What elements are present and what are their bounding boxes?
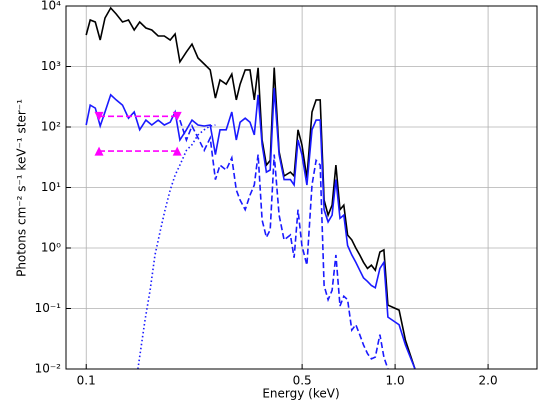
series-line bbox=[179, 119, 389, 370]
marker bbox=[94, 146, 104, 156]
y-tick-label: 10⁻¹ bbox=[35, 301, 62, 315]
marker bbox=[172, 111, 182, 121]
y-tick-label: 10⁰ bbox=[41, 241, 61, 255]
x-tick-label: 2.0 bbox=[479, 374, 498, 388]
y-tick-label: 10³ bbox=[41, 59, 61, 73]
x-axis-label: Energy (keV) bbox=[262, 387, 339, 401]
y-tick-label: 10² bbox=[41, 120, 61, 134]
y-tick-label: 10⁴ bbox=[41, 0, 61, 13]
y-tick-label: 10⁻² bbox=[35, 362, 62, 376]
marker bbox=[94, 111, 104, 121]
series-line bbox=[85, 88, 416, 370]
series-line bbox=[137, 124, 216, 370]
x-tick-label: 0.5 bbox=[293, 374, 312, 388]
x-tick-label: 0.1 bbox=[77, 374, 96, 388]
marker bbox=[172, 146, 182, 156]
y-tick-label: 10¹ bbox=[41, 180, 61, 194]
plot-frame bbox=[65, 5, 538, 370]
y-axis-label: Photons cm⁻² s⁻¹ keV⁻¹ ster⁻¹ bbox=[15, 99, 29, 277]
x-tick-label: 1.0 bbox=[386, 374, 405, 388]
series-line bbox=[85, 6, 416, 370]
